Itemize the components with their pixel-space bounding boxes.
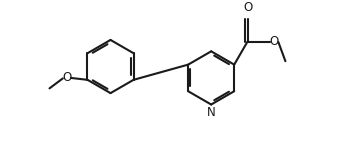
Text: O: O (62, 71, 71, 84)
Text: O: O (269, 35, 279, 48)
Text: N: N (207, 106, 216, 119)
Text: O: O (243, 1, 252, 14)
